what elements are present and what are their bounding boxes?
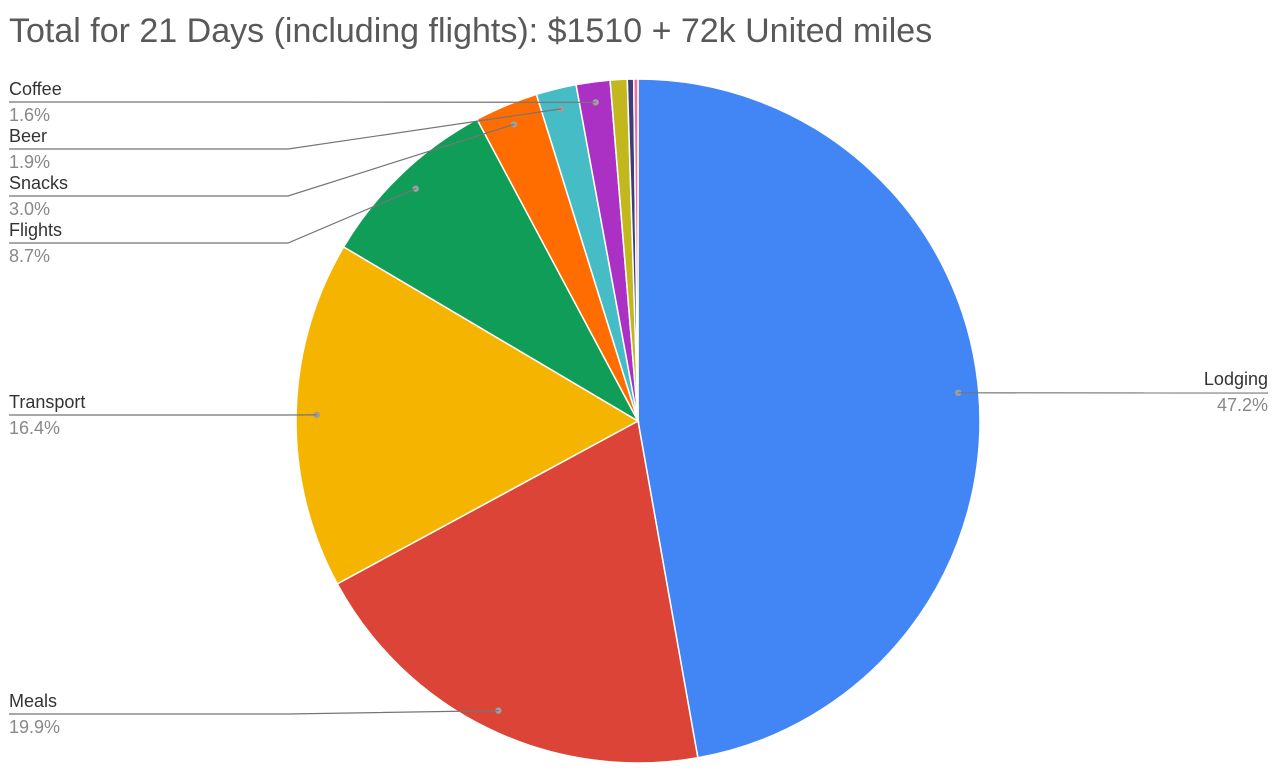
pie-slice-unlabeled-9: [632, 78, 639, 422]
slice-percent-coffee: 1.6%: [9, 105, 50, 125]
slice-percent-flights: 8.7%: [9, 246, 50, 266]
slice-percent-snacks: 3.0%: [9, 199, 50, 219]
slice-labels: Lodging 47.2% Meals 19.9% Transport 16.4% Flig…: [9, 79, 1268, 737]
pie-slice-flights: [342, 118, 640, 424]
leader-line-snacks: [9, 123, 515, 197]
slice-percent-transport: 16.4%: [9, 418, 60, 438]
leader-line-meals: [9, 710, 499, 715]
slice-label-flights: Flights: [9, 220, 62, 240]
slice-percent-meals: 19.9%: [9, 717, 60, 737]
pie-slices: [295, 78, 981, 764]
slice-percent-beer: 1.9%: [9, 152, 50, 172]
slice-label-transport: Transport: [9, 392, 85, 412]
slice-percent-lodging: 47.2%: [1217, 395, 1268, 415]
leader-lines: [9, 99, 1269, 715]
slice-label-lodging: Lodging: [1204, 369, 1268, 389]
pie-slice-meals: [336, 419, 699, 764]
slice-label-snacks: Snacks: [9, 173, 68, 193]
leader-line-flights: [9, 188, 416, 244]
chart-title: Total for 21 Days (including flights): $…: [9, 12, 933, 50]
leader-line-beer: [9, 108, 562, 150]
slice-label-coffee: Coffee: [9, 79, 62, 99]
slice-label-beer: Beer: [9, 126, 47, 146]
slice-label-meals: Meals: [9, 691, 57, 711]
pie-slice-lodging: [637, 78, 981, 759]
